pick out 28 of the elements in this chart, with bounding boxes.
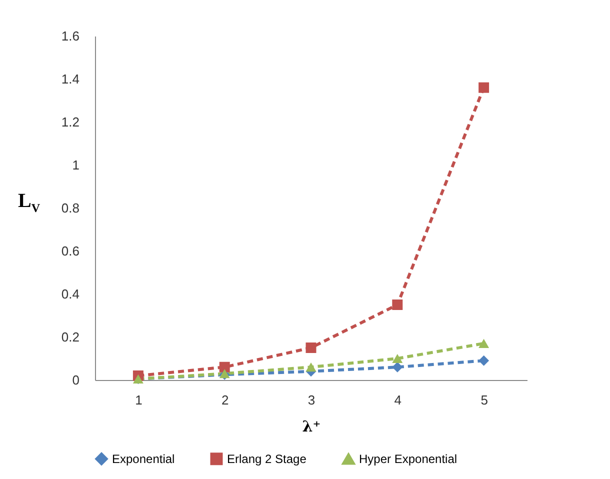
point xyxy=(392,362,403,372)
x-tick-label: 1 xyxy=(135,392,142,408)
point xyxy=(392,354,403,364)
point xyxy=(478,355,490,366)
x-axis-title: λ⁺ xyxy=(302,418,321,436)
x-tick-label: 5 xyxy=(480,392,488,408)
y-tick-label: 0.4 xyxy=(61,286,80,302)
point xyxy=(392,300,403,310)
y-axis-title: L$_{V}$ xyxy=(18,190,40,216)
point xyxy=(478,82,490,93)
y-tick-label: 0 xyxy=(72,372,80,388)
y-tick-label: 0.2 xyxy=(61,330,80,344)
x-tick-label: 2 xyxy=(221,392,229,408)
y-tick-label: 0.8 xyxy=(61,200,80,216)
x-tick-label: 4 xyxy=(394,392,402,408)
legend-label: Exponential xyxy=(112,452,175,466)
y-tick-label: 1.4 xyxy=(61,72,80,86)
point xyxy=(306,362,316,372)
x-tick-label: 3 xyxy=(308,392,316,408)
y-tick-label: 1.6 xyxy=(61,28,80,44)
y-tick-label: 1.2 xyxy=(61,114,80,130)
y-tick-label: 1 xyxy=(72,158,80,172)
legend-label: Hyper Exponential xyxy=(359,452,458,466)
y-tick-label: 0.6 xyxy=(61,244,80,258)
point xyxy=(219,362,230,372)
point xyxy=(306,342,316,353)
point xyxy=(478,338,490,348)
legend-label: Erlang 2 Stage xyxy=(227,452,307,466)
